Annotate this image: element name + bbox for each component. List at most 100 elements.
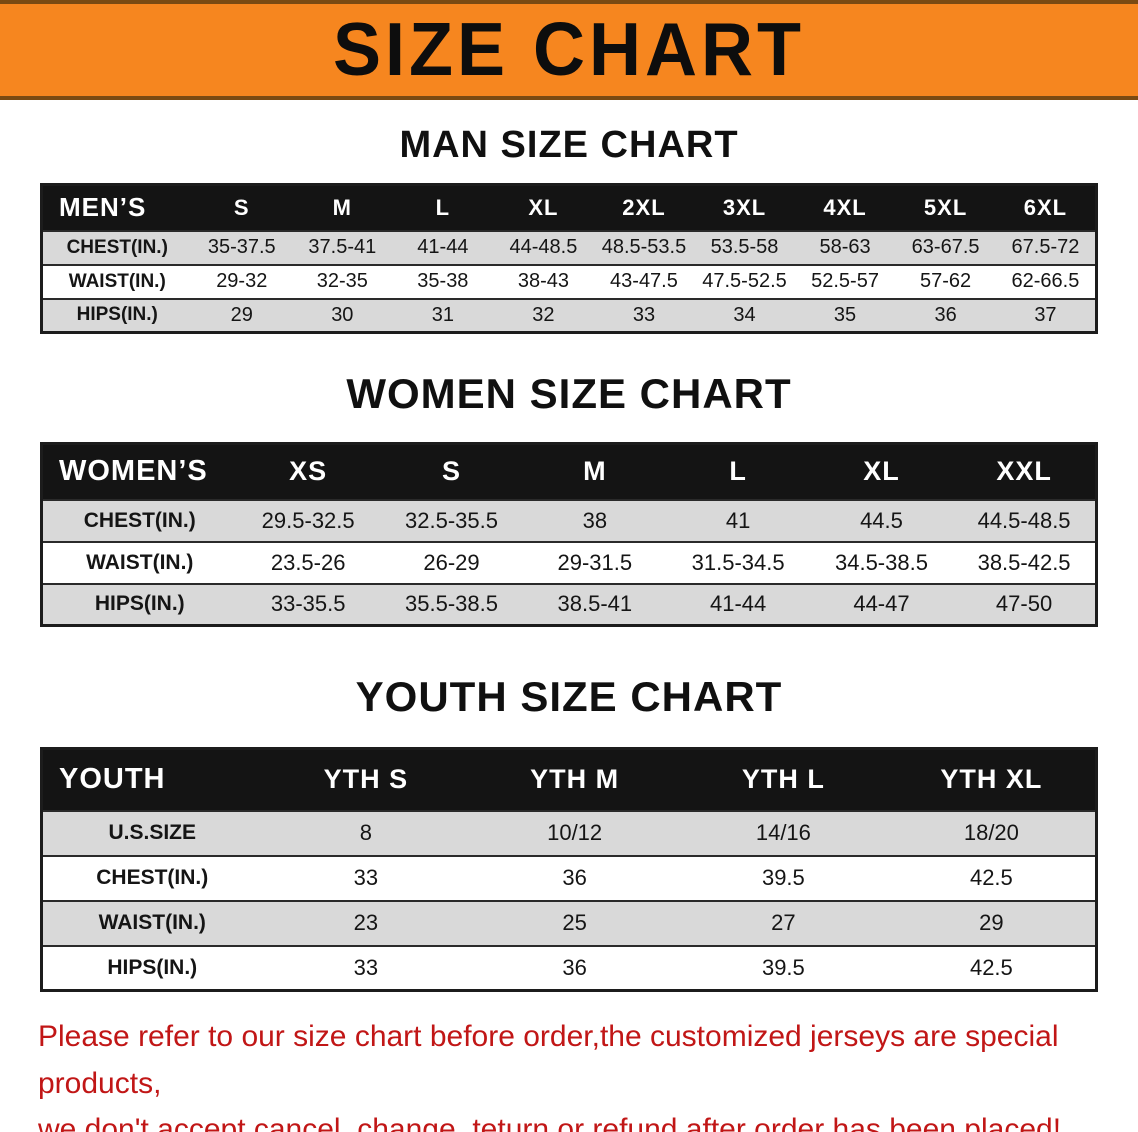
table-row: CHEST(IN.) 33 36 39.5 42.5 <box>41 854 1097 901</box>
cell-value: 35.5-38.5 <box>379 582 524 626</box>
disclaimer-line-2: we don't accept cancel, change, teturn o… <box>38 1113 1062 1132</box>
row-label: U.S.SIZE <box>41 809 262 856</box>
row-label: WAIST(IN.) <box>41 540 237 584</box>
table-row: HIPS(IN.) 29 30 31 32 33 34 35 36 37 <box>41 297 1097 333</box>
disclaimer-line-1: Please refer to our size chart before or… <box>38 1020 1059 1100</box>
column-header: 6XL <box>995 184 1097 231</box>
table-row: U.S.SIZE 8 10/12 14/16 18/20 <box>41 809 1097 856</box>
cell-value: 32.5-35.5 <box>379 498 524 542</box>
table-row: CHEST(IN.) 35-37.5 37.5-41 41-44 44-48.5 48.5… <box>41 229 1097 265</box>
table-row: CHEST(IN.) 29.5-32.5 32.5-35.5 38 41 44.5 44.5… <box>41 498 1097 542</box>
column-header: 5XL <box>895 184 996 231</box>
table-row: WAIST(IN.) 23 25 27 29 <box>41 899 1097 946</box>
cell-value: 38 <box>523 498 667 542</box>
row-label: WAIST(IN.) <box>41 263 192 299</box>
cell-value: 33 <box>261 944 471 991</box>
cell-value: 30 <box>292 297 393 333</box>
cell-value: 34 <box>694 297 795 333</box>
cell-value: 43-47.5 <box>593 263 695 299</box>
column-header: YTH XL <box>887 748 1097 811</box>
cell-value: 62-66.5 <box>995 263 1097 299</box>
column-header: 3XL <box>694 184 795 231</box>
youth-size-table: YOUTH YTH S YTH M YTH L YTH XL U.S.SIZE 8 10/1… <box>40 747 1098 992</box>
column-header: YTH S <box>261 748 471 811</box>
cell-value: 36 <box>470 854 679 901</box>
row-label: HIPS(IN.) <box>41 582 237 626</box>
cell-value: 18/20 <box>887 809 1097 856</box>
cell-value: 41-44 <box>392 229 494 265</box>
cell-value: 38.5-42.5 <box>953 540 1097 584</box>
table-corner-label: MEN’S <box>41 184 192 231</box>
man-size-chart-heading: MAN SIZE CHART <box>399 124 739 166</box>
cell-value: 42.5 <box>887 944 1097 991</box>
table-row: WAIST(IN.) 29-32 32-35 35-38 38-43 43-47.5 47.… <box>41 263 1097 299</box>
row-label: WAIST(IN.) <box>41 899 262 946</box>
row-label: CHEST(IN.) <box>41 498 237 542</box>
cell-value: 63-67.5 <box>895 229 996 265</box>
disclaimer-note: Please refer to our size chart before or… <box>38 1014 1100 1132</box>
column-header: YTH M <box>470 748 679 811</box>
cell-value: 31.5-34.5 <box>666 540 810 584</box>
cell-value: 33 <box>593 297 695 333</box>
column-header: L <box>666 443 810 500</box>
cell-value: 32-35 <box>292 263 393 299</box>
cell-value: 29-32 <box>191 263 293 299</box>
women-size-chart-heading: WOMEN SIZE CHART <box>346 370 792 417</box>
cell-value: 33-35.5 <box>236 582 380 626</box>
cell-value: 35-37.5 <box>191 229 293 265</box>
cell-value: 57-62 <box>895 263 996 299</box>
column-header: XL <box>493 184 594 231</box>
cell-value: 23 <box>261 899 471 946</box>
womens-size-table: WOMEN’S XS S M L XL XXL CHEST(IN.) 29.5-32.5 32.… <box>40 442 1098 627</box>
column-header: 2XL <box>593 184 695 231</box>
cell-value: 47-50 <box>953 582 1097 626</box>
cell-value: 44.5-48.5 <box>953 498 1097 542</box>
column-header: XL <box>809 443 954 500</box>
cell-value: 47.5-52.5 <box>694 263 795 299</box>
cell-value: 58-63 <box>794 229 896 265</box>
cell-value: 44-47 <box>809 582 954 626</box>
size-chart-banner: SIZE CHART <box>0 0 1138 100</box>
cell-value: 29 <box>887 899 1097 946</box>
cell-value: 41-44 <box>666 582 810 626</box>
youth-size-chart-heading: YOUTH SIZE CHART <box>355 673 783 720</box>
womens-table-header-row: WOMEN’S XS S M L XL XXL <box>41 443 1097 500</box>
mens-size-table: MEN’S S M L XL 2XL 3XL 4XL 5XL 6XL CHEST(IN.) 35-3… <box>40 183 1098 334</box>
page-title: SIZE CHART <box>333 8 805 93</box>
cell-value: 37 <box>995 297 1097 333</box>
column-header: XS <box>236 443 380 500</box>
row-label: CHEST(IN.) <box>41 229 192 265</box>
cell-value: 41 <box>666 498 810 542</box>
youth-table-header-row: YOUTH YTH S YTH M YTH L YTH XL <box>41 748 1097 811</box>
row-label: HIPS(IN.) <box>41 297 192 333</box>
cell-value: 29-31.5 <box>523 540 667 584</box>
column-header: M <box>523 443 667 500</box>
cell-value: 29.5-32.5 <box>236 498 380 542</box>
cell-value: 26-29 <box>379 540 524 584</box>
column-header: S <box>191 184 293 231</box>
cell-value: 37.5-41 <box>292 229 393 265</box>
table-corner-label: YOUTH <box>41 748 262 811</box>
cell-value: 32 <box>493 297 594 333</box>
cell-value: 36 <box>895 297 996 333</box>
column-header: YTH L <box>679 748 888 811</box>
cell-value: 53.5-58 <box>694 229 795 265</box>
cell-value: 48.5-53.5 <box>593 229 695 265</box>
cell-value: 36 <box>470 944 679 991</box>
cell-value: 31 <box>392 297 494 333</box>
cell-value: 27 <box>679 899 888 946</box>
table-corner-label: WOMEN’S <box>41 443 237 500</box>
table-row: HIPS(IN.) 33-35.5 35.5-38.5 38.5-41 41-44 44-… <box>41 582 1097 626</box>
cell-value: 52.5-57 <box>794 263 896 299</box>
cell-value: 14/16 <box>679 809 888 856</box>
cell-value: 33 <box>261 854 471 901</box>
table-row: WAIST(IN.) 23.5-26 26-29 29-31.5 31.5-34.5 34… <box>41 540 1097 584</box>
cell-value: 38-43 <box>493 263 594 299</box>
column-header: XXL <box>953 443 1097 500</box>
row-label: CHEST(IN.) <box>41 854 262 901</box>
cell-value: 25 <box>470 899 679 946</box>
cell-value: 67.5-72 <box>995 229 1097 265</box>
row-label: HIPS(IN.) <box>41 944 262 991</box>
cell-value: 42.5 <box>887 854 1097 901</box>
